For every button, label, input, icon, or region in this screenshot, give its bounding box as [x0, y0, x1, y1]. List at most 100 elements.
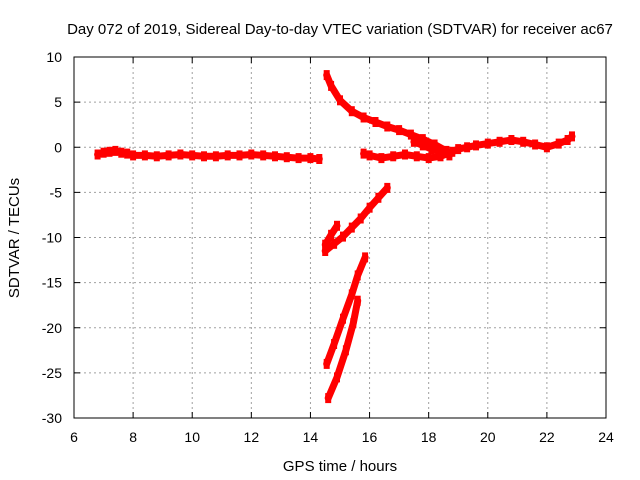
- y-tick-label: -5: [50, 184, 63, 200]
- y-tick-label: 10: [46, 49, 62, 65]
- data-point: [322, 246, 329, 256]
- x-tick-label: 16: [362, 429, 378, 445]
- y-axis-ticks: -30 -25 -20 -15 -10 -5 0 5 10: [42, 49, 606, 426]
- data-point: [331, 339, 338, 349]
- x-tick-label: 20: [480, 429, 496, 445]
- data-point: [334, 220, 340, 231]
- data-point: [496, 136, 503, 147]
- data-point: [348, 222, 355, 233]
- data-point: [100, 147, 107, 158]
- data-point: [334, 372, 340, 383]
- data-point: [569, 131, 575, 142]
- data-point: [362, 252, 369, 263]
- series-late-track: [360, 131, 576, 164]
- data-point: [520, 136, 527, 147]
- data-point: [124, 148, 131, 159]
- series-arc-tail: [410, 136, 453, 161]
- series-short-segment: [321, 220, 341, 250]
- x-tick-label: 10: [184, 429, 200, 445]
- data-point: [384, 121, 391, 132]
- y-tick-label: 0: [54, 139, 62, 155]
- data-point: [337, 95, 343, 106]
- data-point: [555, 138, 562, 149]
- data-point: [118, 147, 125, 158]
- data-point: [260, 150, 267, 161]
- data-point: [348, 289, 355, 300]
- series-descending-arc: [323, 70, 450, 156]
- data-point: [419, 140, 426, 151]
- x-tick-label: 22: [539, 429, 555, 445]
- data-point: [307, 153, 314, 164]
- x-tick-label: 6: [70, 429, 78, 445]
- data-point: [473, 140, 479, 151]
- data-point: [354, 270, 361, 281]
- data-point: [283, 152, 290, 163]
- data-point: [348, 106, 355, 117]
- data-point: [212, 151, 219, 162]
- data-point: [224, 150, 231, 161]
- x-tick-label: 12: [244, 429, 260, 445]
- data-point: [375, 192, 382, 203]
- data-point: [402, 149, 408, 160]
- data-point: [410, 136, 417, 147]
- data-point: [360, 148, 367, 159]
- data-point: [419, 134, 426, 145]
- data-point: [295, 153, 302, 164]
- data-point: [464, 142, 471, 153]
- data-point: [360, 112, 367, 123]
- data-point: [322, 239, 329, 250]
- y-tick-label: 5: [54, 94, 62, 110]
- data-point: [372, 117, 379, 127]
- data-point: [323, 358, 330, 369]
- chart-title: Day 072 of 2019, Sidereal Day-to-day VTE…: [67, 21, 613, 38]
- data-point: [189, 150, 196, 161]
- data-point: [340, 231, 346, 242]
- data-point: [165, 150, 172, 161]
- data-point: [508, 135, 515, 145]
- data-point: [236, 150, 243, 161]
- data-point: [201, 151, 207, 162]
- y-tick-label: -20: [42, 320, 62, 336]
- data-point: [428, 144, 435, 155]
- y-tick-label: -30: [42, 410, 62, 426]
- series-steep-segment-1: [323, 252, 369, 369]
- data-point: [325, 393, 332, 404]
- data-point: [455, 144, 462, 155]
- data-point: [342, 345, 349, 356]
- data-point: [316, 154, 323, 164]
- data-series-group: [94, 70, 576, 404]
- x-tick-label: 18: [421, 429, 437, 445]
- data-point: [378, 153, 385, 164]
- data-point: [407, 129, 414, 140]
- data-point: [323, 70, 330, 81]
- data-point: [177, 149, 184, 160]
- data-point: [112, 145, 119, 156]
- data-point: [248, 149, 255, 160]
- series-steep-segment-2: [324, 295, 362, 404]
- data-point: [106, 146, 113, 157]
- data-point: [328, 229, 335, 240]
- data-point: [564, 135, 571, 145]
- x-axis-label: GPS time / hours: [283, 458, 397, 475]
- data-point: [130, 150, 137, 161]
- data-point: [532, 139, 539, 150]
- data-point: [366, 150, 373, 161]
- x-tick-label: 14: [303, 429, 319, 445]
- data-point: [484, 138, 491, 149]
- data-point: [384, 182, 391, 193]
- data-point: [396, 125, 403, 136]
- x-tick-label: 8: [129, 429, 137, 445]
- data-point: [437, 146, 444, 157]
- data-point: [543, 142, 550, 153]
- data-point: [357, 213, 364, 224]
- data-point: [413, 151, 420, 162]
- data-point: [331, 238, 338, 249]
- data-point: [350, 318, 357, 329]
- y-axis-label: SDTVAR / TECUs: [6, 178, 23, 298]
- data-point: [425, 153, 432, 164]
- data-point: [366, 202, 373, 213]
- data-point: [272, 151, 278, 162]
- data-point: [390, 151, 397, 162]
